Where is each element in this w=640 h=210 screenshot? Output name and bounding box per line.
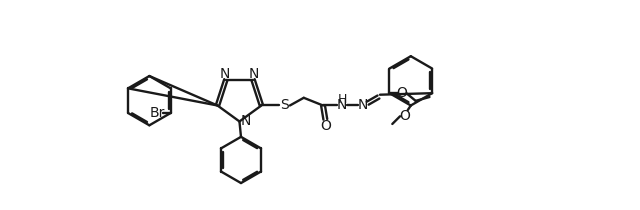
Text: S: S [280,98,289,113]
Text: N: N [358,98,368,113]
Text: O: O [399,109,410,123]
Text: N: N [336,98,347,113]
Text: Br: Br [149,106,164,120]
Text: N: N [220,67,230,80]
Text: O: O [396,86,407,100]
Text: O: O [320,119,331,133]
Text: H: H [337,93,347,106]
Text: N: N [241,114,251,129]
Text: N: N [248,67,259,80]
